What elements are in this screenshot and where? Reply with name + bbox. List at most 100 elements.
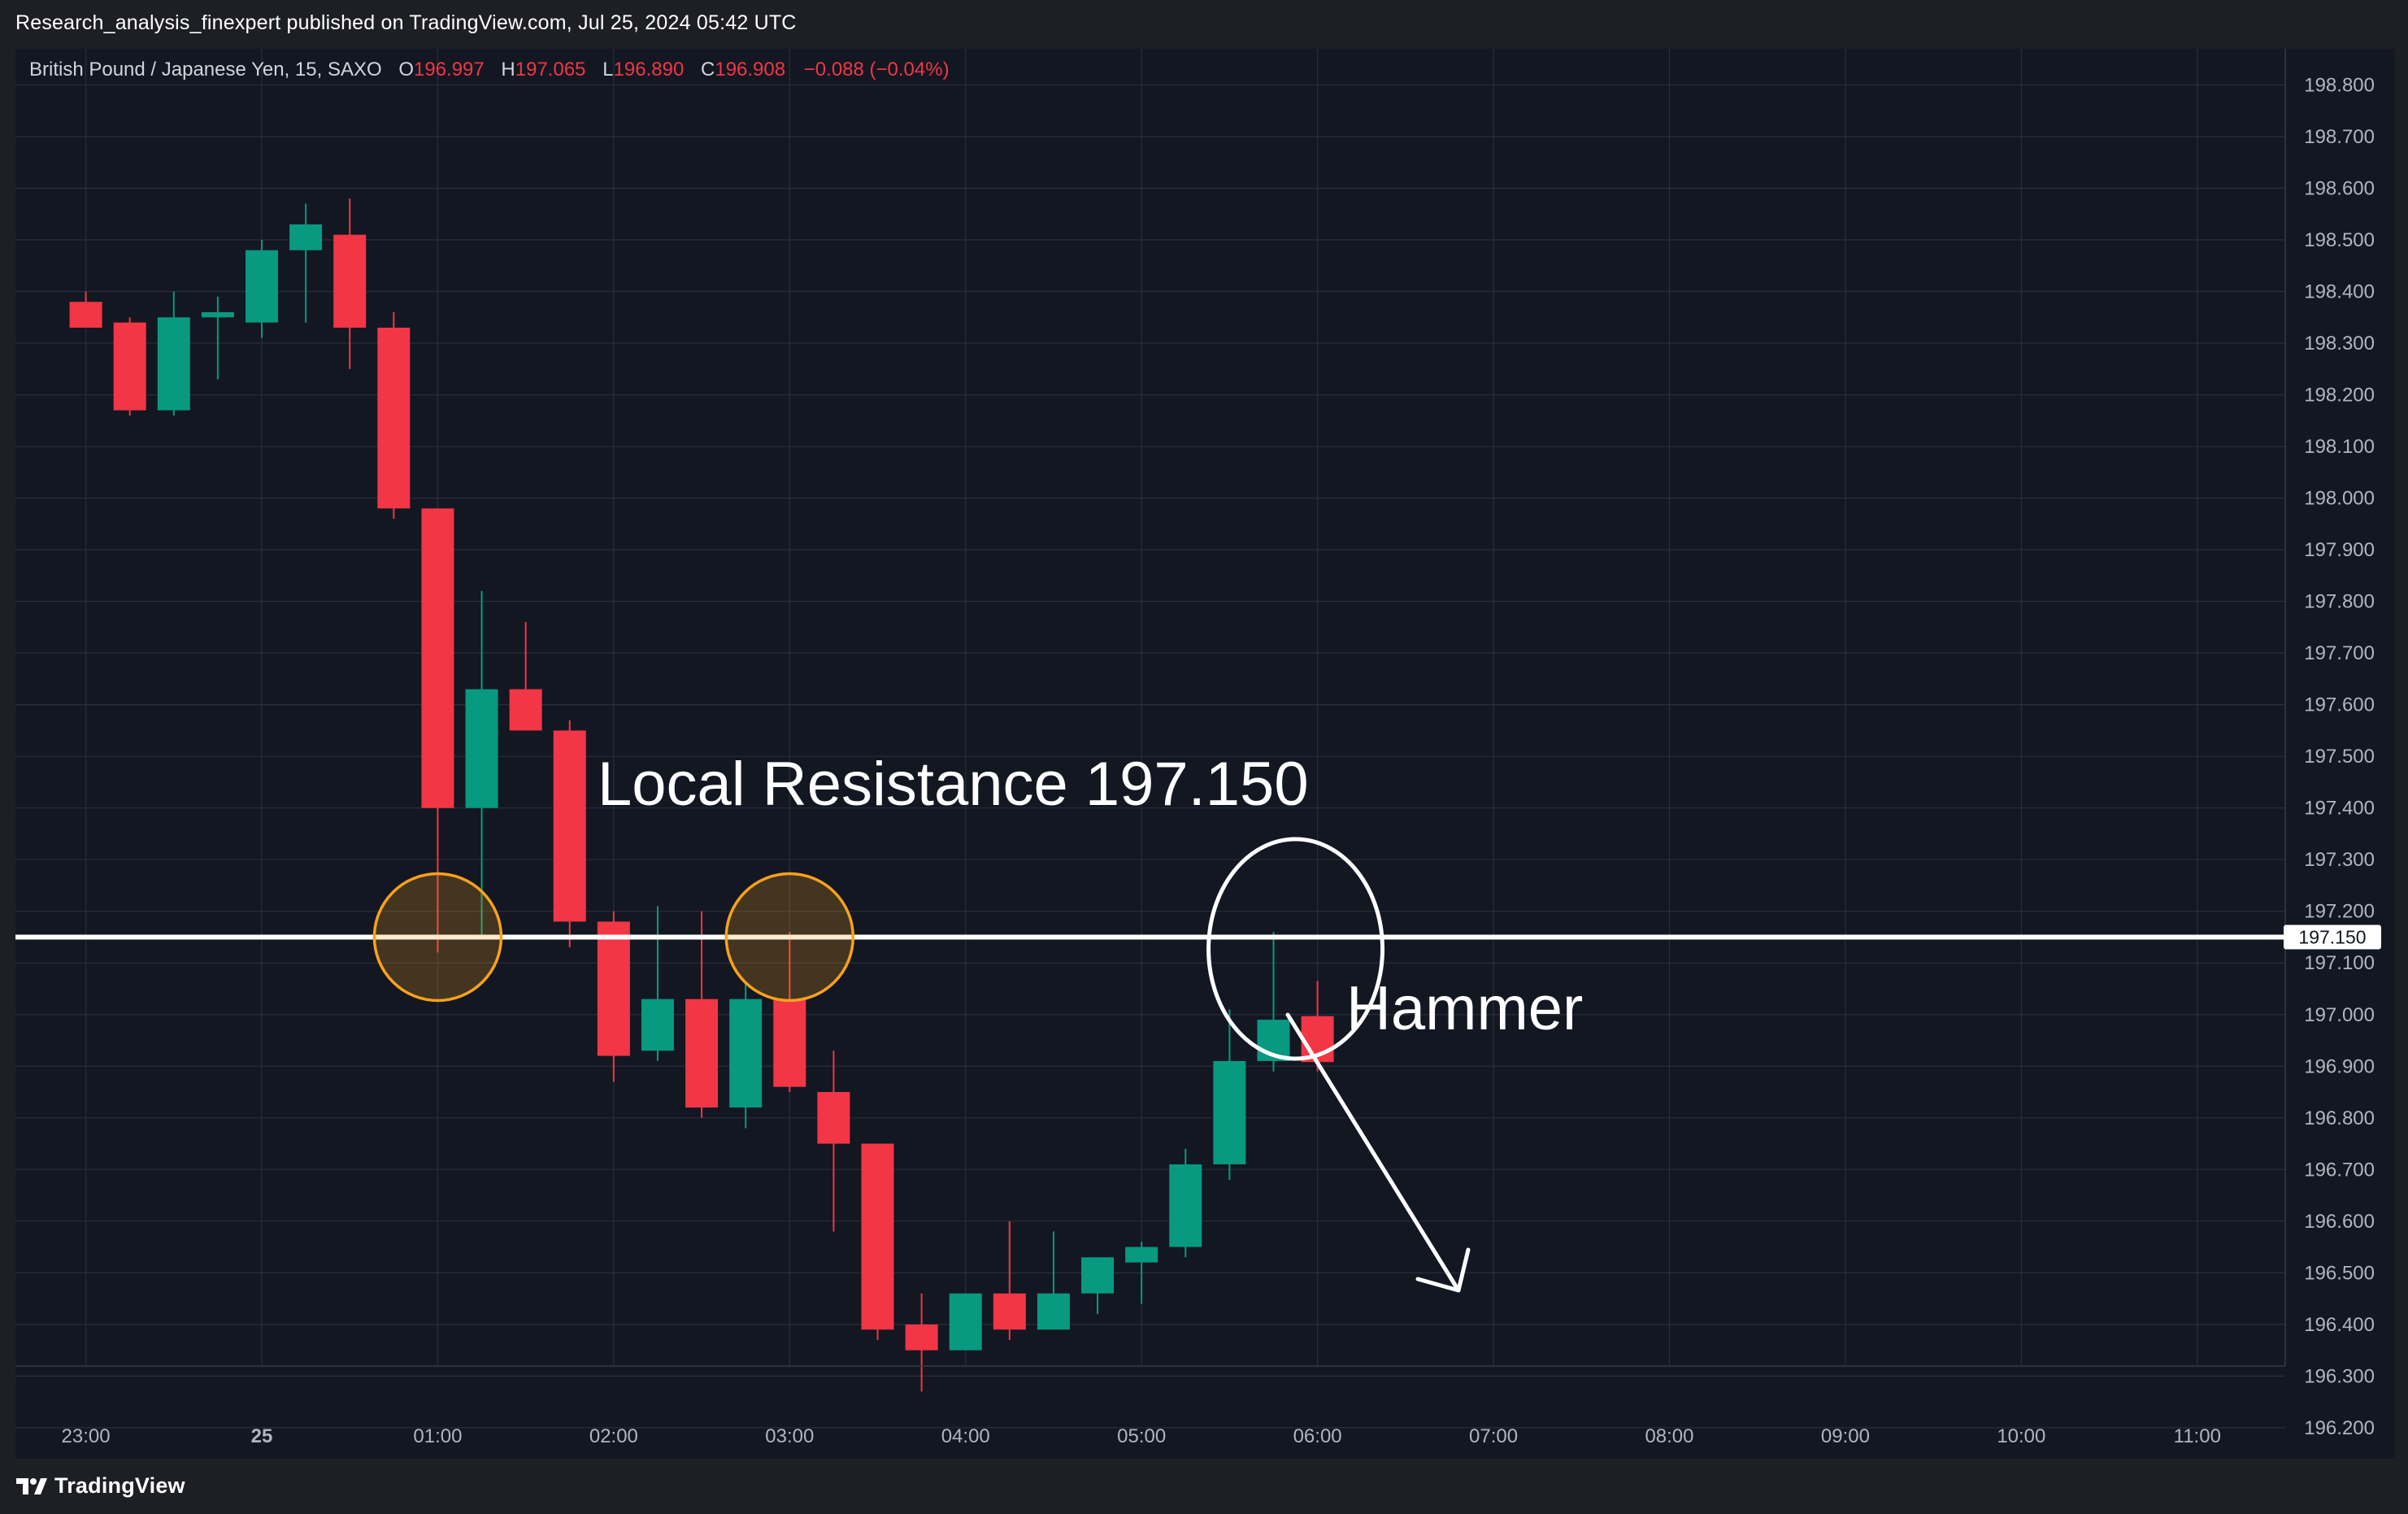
candle-bullish <box>949 1293 982 1351</box>
candle-bearish <box>553 720 586 948</box>
price-tick-label: 197.500 <box>2304 746 2375 768</box>
tradingview-logo-text: TradingView <box>54 1473 185 1498</box>
candlestick-chart[interactable]: Local Resistance 197.150 Hammer 198.8001… <box>15 49 2395 1459</box>
price-tick-label: 196.400 <box>2304 1314 2375 1336</box>
price-tick-label: 198.000 <box>2304 488 2375 510</box>
tradingview-logo-icon <box>16 1477 47 1494</box>
time-tick-label: 06:00 <box>1293 1425 1342 1447</box>
highlight-circle-2[interactable] <box>724 872 855 1003</box>
price-tick-label: 198.200 <box>2304 385 2375 407</box>
drawing-annotations[interactable]: Local Resistance 197.150 Hammer <box>15 750 2285 1293</box>
legend-low-label: L <box>602 59 614 80</box>
candle-bearish <box>597 911 630 1082</box>
price-tick-label: 198.300 <box>2304 333 2375 355</box>
candle-bearish <box>773 932 806 1093</box>
price-tick-label: 196.500 <box>2304 1262 2375 1284</box>
time-tick-label: 07:00 <box>1469 1425 1518 1447</box>
resistance-annotation-text[interactable]: Local Resistance 197.150 <box>598 750 1309 819</box>
candle-bullish <box>465 590 498 938</box>
time-tick-label: 10:00 <box>1997 1425 2045 1447</box>
price-tick-label: 197.700 <box>2304 642 2375 664</box>
symbol-legend[interactable]: British Pound / Japanese Yen, 15, SAXO O… <box>29 59 950 81</box>
candle-bullish <box>157 291 190 415</box>
candle-bearish <box>685 911 719 1118</box>
resistance-price-label-bg <box>2284 924 2381 950</box>
candle-bullish <box>246 240 279 338</box>
legend-close-value: 196.908 <box>715 59 786 80</box>
candle-bullish <box>1125 1242 1158 1304</box>
price-tick-label: 196.800 <box>2304 1107 2375 1129</box>
candle-body <box>113 322 146 411</box>
candle-body <box>641 998 674 1051</box>
price-tick-label: 198.700 <box>2304 126 2375 148</box>
candle-body <box>1213 1060 1246 1164</box>
candle-body <box>1125 1246 1158 1263</box>
candle-body <box>377 327 411 509</box>
legend-open-label: O <box>398 59 414 80</box>
candle-bullish <box>1213 1009 1246 1181</box>
time-tick-label: 08:00 <box>1645 1425 1693 1447</box>
hammer-annotation-text[interactable]: Hammer <box>1346 974 1583 1043</box>
candle-body <box>949 1293 982 1351</box>
time-tick-label: 05:00 <box>1117 1425 1166 1447</box>
time-tick-label: 11:00 <box>2174 1425 2221 1447</box>
candle-body <box>289 224 323 250</box>
candle-bearish <box>509 622 542 731</box>
candle-bullish <box>641 906 674 1061</box>
price-tick-label: 197.900 <box>2304 539 2375 561</box>
highlight-circle-1[interactable] <box>372 872 503 1003</box>
price-tick-label: 197.000 <box>2304 1004 2375 1026</box>
candle-bullish <box>289 203 323 323</box>
candle-body <box>861 1143 894 1330</box>
candle-bullish <box>1081 1257 1115 1315</box>
candle-body <box>509 689 542 731</box>
candle-body <box>1081 1257 1115 1294</box>
time-tick-label: 09:00 <box>1821 1425 1870 1447</box>
price-tick-label: 196.600 <box>2304 1211 2375 1233</box>
candle-bearish <box>377 311 411 519</box>
down-arrow[interactable] <box>1285 1012 1461 1293</box>
candle-body <box>421 508 454 808</box>
candle-bullish <box>1169 1148 1202 1258</box>
legend-change: −0.088 (−0.04%) <box>803 59 950 80</box>
legend-high-value: 197.065 <box>515 59 586 80</box>
price-tick-label: 198.100 <box>2304 436 2375 458</box>
time-tick-label: 23:00 <box>62 1425 111 1447</box>
chart-pane[interactable]: Local Resistance 197.150 Hammer 198.800 1… <box>15 49 2395 1459</box>
candle-body <box>69 302 102 328</box>
legend-symbol: British Pound / Japanese Yen, 15, SAXO <box>29 59 382 80</box>
candle-bearish <box>69 291 102 328</box>
tradingview-logo[interactable]: TradingView <box>15 1473 185 1499</box>
price-tick-label: 197.800 <box>2304 591 2375 613</box>
candle-bullish <box>1037 1231 1070 1330</box>
price-tick-label: 198.500 <box>2304 229 2375 251</box>
price-tick-label: 197.400 <box>2304 798 2375 820</box>
candle-body <box>201 311 234 318</box>
time-tick-label: 02:00 <box>589 1425 638 1447</box>
candle-bullish <box>201 296 234 380</box>
top-bar: Research_analysis_finexpert published on… <box>0 0 2408 49</box>
candle-body <box>157 317 190 411</box>
time-tick-label: 04:00 <box>941 1425 990 1447</box>
price-tick-label: 196.900 <box>2304 1055 2375 1077</box>
price-tick-label: 196.200 <box>2304 1417 2375 1439</box>
time-tick-label: 25 <box>251 1425 273 1447</box>
candle-body <box>905 1324 938 1351</box>
hammer-ellipse[interactable] <box>1206 837 1385 1061</box>
candle-body <box>246 250 279 323</box>
price-tick-label: 198.600 <box>2304 177 2375 199</box>
candle-body <box>773 998 806 1087</box>
candle-bearish <box>905 1293 938 1392</box>
candle-body <box>333 234 367 328</box>
legend-open-value: 196.997 <box>413 59 485 80</box>
publisher-info: Research_analysis_finexpert published on… <box>15 11 797 34</box>
legend-low-value: 196.890 <box>613 59 685 80</box>
candle-body <box>685 998 719 1108</box>
legend-high-label: H <box>501 59 515 80</box>
time-tick-label: 03:00 <box>765 1425 814 1447</box>
candle-body <box>553 730 586 922</box>
candle-body <box>729 998 763 1108</box>
down-arrow-head <box>1415 1247 1471 1293</box>
candle-bearish <box>817 1051 850 1232</box>
candles <box>69 198 1334 1392</box>
